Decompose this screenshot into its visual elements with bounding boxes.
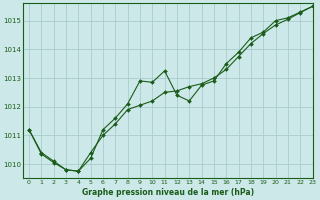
X-axis label: Graphe pression niveau de la mer (hPa): Graphe pression niveau de la mer (hPa) <box>82 188 254 197</box>
